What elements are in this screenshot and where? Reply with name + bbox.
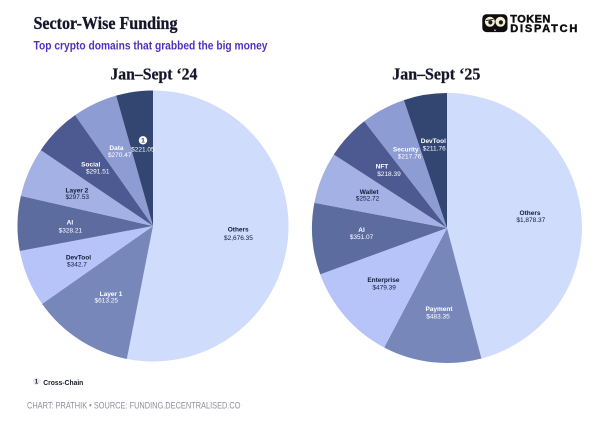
svg-text:Social: Social [81,161,100,168]
svg-text:$270.47: $270.47 [108,152,132,159]
svg-text:$211.76: $211.76 [423,145,446,152]
svg-text:1: 1 [35,380,39,386]
svg-text:$342.7: $342.7 [67,262,87,269]
svg-text:Payment: Payment [425,306,453,313]
svg-text:DISPATCH: DISPATCH [510,23,577,35]
svg-text:$328.21: $328.21 [59,227,83,234]
svg-text:$291.51: $291.51 [86,169,110,176]
svg-text:$479.39: $479.39 [372,284,396,291]
svg-text:CHART: PRATHIK • SOURCE: FUNDI: CHART: PRATHIK • SOURCE: FUNDING.DECENTR… [27,400,241,410]
svg-text:$218.39: $218.39 [377,171,401,178]
svg-text:$221.05: $221.05 [131,146,155,153]
svg-text:$613.25: $613.25 [95,298,119,305]
svg-text:Jan–Sept ‘24: Jan–Sept ‘24 [110,64,197,83]
svg-text:DevTool: DevTool [66,254,91,261]
svg-text:Wallet: Wallet [360,189,380,196]
svg-text:Top crypto domains that grabbe: Top crypto domains that grabbed the big … [34,40,269,52]
svg-text:$2,676.35: $2,676.35 [224,235,253,242]
svg-text:$217.76: $217.76 [398,154,422,161]
svg-text:AI: AI [67,219,74,226]
svg-text:Data: Data [109,145,123,152]
svg-text:Cross-Chain: Cross-Chain [43,378,83,387]
svg-text:$351.07: $351.07 [350,234,374,241]
svg-text:Security: Security [393,147,419,154]
svg-text:Sector-Wise Funding: Sector-Wise Funding [34,13,178,33]
svg-text:$483.35: $483.35 [426,314,450,321]
svg-text:TOKEN: TOKEN [510,14,550,26]
svg-text:Enterprise: Enterprise [367,277,400,284]
svg-text:$252.72: $252.72 [356,196,380,203]
svg-text:1: 1 [141,138,145,145]
svg-text:NFT: NFT [376,163,389,170]
svg-text:AI: AI [358,227,365,234]
svg-text:$297.53: $297.53 [65,194,89,201]
svg-text:Jan–Sept ‘25: Jan–Sept ‘25 [392,64,480,83]
svg-text:$1,878.37: $1,878.37 [516,217,545,224]
svg-text:Others: Others [520,210,541,217]
svg-text:Layer 1: Layer 1 [100,291,123,298]
svg-text:DevTool: DevTool [421,138,446,145]
svg-text:Layer 2: Layer 2 [66,187,89,194]
svg-text:Others: Others [228,226,249,233]
